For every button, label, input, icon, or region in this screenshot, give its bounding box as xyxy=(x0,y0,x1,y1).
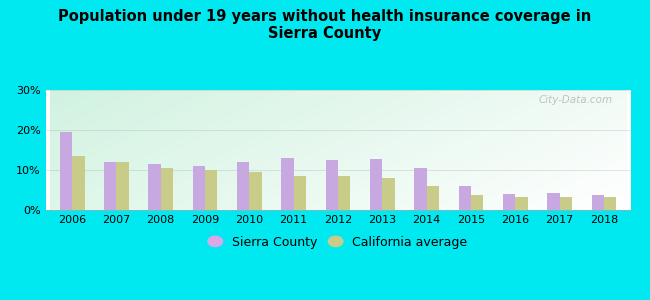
Bar xyxy=(326,160,338,210)
Text: Population under 19 years without health insurance coverage in
Sierra County: Population under 19 years without health… xyxy=(58,9,592,41)
Bar xyxy=(547,193,560,210)
Bar xyxy=(161,168,173,210)
Bar xyxy=(426,186,439,210)
Bar xyxy=(72,156,84,210)
Bar xyxy=(382,178,395,210)
Bar xyxy=(250,172,262,210)
Bar xyxy=(458,186,471,210)
Text: City-Data.com: City-Data.com xyxy=(539,95,613,105)
Bar xyxy=(503,194,515,210)
Legend: Sierra County, California average: Sierra County, California average xyxy=(204,231,472,254)
Bar xyxy=(281,158,294,210)
Bar xyxy=(560,197,572,210)
Bar xyxy=(60,132,72,210)
Bar xyxy=(515,197,528,210)
Bar xyxy=(104,162,116,210)
Bar xyxy=(148,164,161,210)
Bar xyxy=(592,195,604,210)
Bar xyxy=(414,168,426,210)
Bar xyxy=(116,162,129,210)
Bar xyxy=(370,159,382,210)
Bar xyxy=(604,197,616,210)
Bar xyxy=(294,176,306,210)
Bar xyxy=(338,176,350,210)
Bar xyxy=(205,170,218,210)
Bar xyxy=(471,195,484,210)
Bar xyxy=(192,166,205,210)
Bar xyxy=(237,162,250,210)
